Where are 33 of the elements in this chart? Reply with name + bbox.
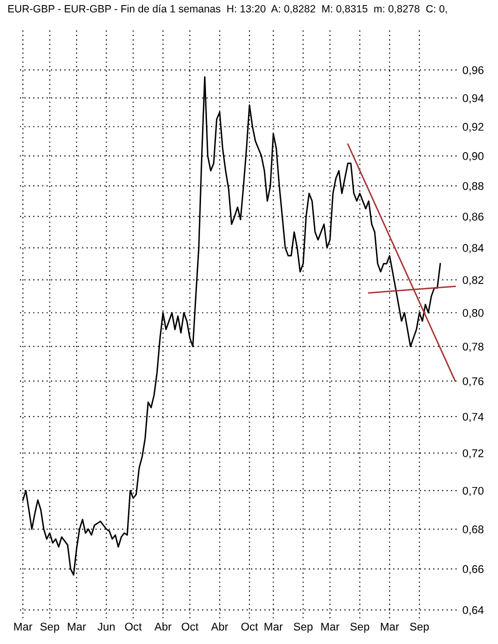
x-tick-label: Sep xyxy=(40,622,60,633)
x-tick-label: Mar xyxy=(321,622,340,631)
x-tick-label: Abr xyxy=(154,622,172,631)
y-tick-label: 0,68 xyxy=(462,525,484,535)
y-tick-label: 0,66 xyxy=(462,565,484,574)
y-tick-label: 0,86 xyxy=(462,212,484,222)
x-tick-label: Sep xyxy=(410,622,429,633)
x-tick-label: Mar xyxy=(14,622,32,631)
y-tick-label: 0,70 xyxy=(462,486,484,496)
y-tick-label: 0,82 xyxy=(462,276,484,286)
x-tick-label: Jun xyxy=(98,622,115,631)
y-tick-label: 0,96 xyxy=(462,66,484,76)
x-tick-label: Mar xyxy=(68,622,86,631)
x-tick-label: Oct xyxy=(241,622,258,631)
x-tick-label: Oct xyxy=(182,622,198,631)
y-tick-label: 0,90 xyxy=(462,152,484,162)
x-tick-label: Sep xyxy=(294,622,313,633)
y-tick-label: 0,92 xyxy=(462,122,484,132)
x-tick-label: Sep xyxy=(350,622,370,633)
y-tick-label: 0,76 xyxy=(462,377,484,386)
y-tick-label: 0,72 xyxy=(462,449,484,458)
x-tick-label: Mar xyxy=(380,622,399,631)
y-tick-label: 0,94 xyxy=(462,94,484,104)
chart-title: EUR-GBP - EUR-GBP - Fin de día 1 semanas H: 13:20 A: 0,8282 M: 0,8315 m: 0,8278 C: 0, xyxy=(8,4,447,14)
y-tick-label: 0,74 xyxy=(462,412,484,422)
x-tick-label: Mar xyxy=(264,622,283,631)
y-tick-label: 0,88 xyxy=(462,182,484,192)
y-tick-label: 0,78 xyxy=(462,342,484,352)
y-tick-label: 0,84 xyxy=(462,244,484,254)
y-tick-label: 0,80 xyxy=(462,309,484,318)
x-tick-label: Oct xyxy=(125,622,142,631)
y-tick-label: 0,64 xyxy=(462,606,484,616)
x-tick-label: Abr xyxy=(211,622,228,631)
